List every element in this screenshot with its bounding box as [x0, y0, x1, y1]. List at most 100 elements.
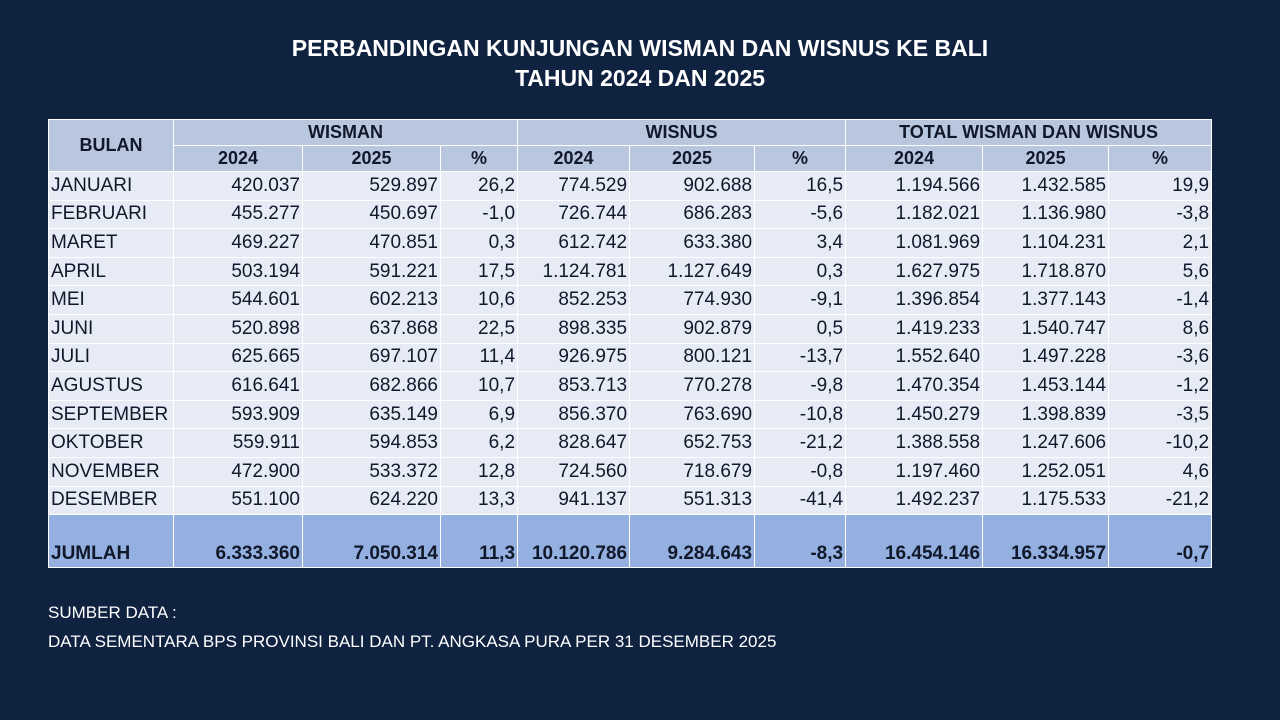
value-cell: 1.540.747 — [982, 313, 1110, 344]
value-cell: 686.283 — [629, 199, 756, 230]
value-cell: -9,8 — [754, 371, 847, 401]
month-cell: NOVEMBER — [48, 456, 174, 487]
source-label: SUMBER DATA : — [48, 603, 177, 622]
total-cell: -8,3 — [754, 514, 847, 569]
value-cell: -21,2 — [1108, 485, 1213, 516]
data-table: BULAN WISMAN WISNUS TOTAL WISMAN DAN WIS… — [48, 119, 1213, 569]
value-cell: 472.900 — [173, 456, 303, 487]
value-cell: 602.213 — [302, 285, 441, 315]
table-row: NOVEMBER 472.900 533.372 12,8 724.560 718.679… — [48, 456, 1213, 487]
value-cell: 450.697 — [302, 199, 441, 230]
value-cell: 12,8 — [439, 456, 519, 487]
value-cell: 3,4 — [754, 228, 847, 258]
value-cell: 616.641 — [173, 371, 303, 401]
group-header: TOTAL WISMAN DAN WISNUS — [845, 119, 1213, 146]
table-row: DESEMBER 551.100 624.220 13,3 941.137 551.313… — [48, 485, 1213, 516]
month-cell: JULI — [48, 342, 174, 373]
value-cell: 1.081.969 — [845, 228, 984, 258]
month-cell: MEI — [48, 285, 174, 315]
value-cell: 1.388.558 — [845, 428, 984, 458]
value-cell: -3,5 — [1108, 399, 1213, 430]
table-row: JULI 625.665 697.107 11,4 926.975 800.121 -13,… — [48, 342, 1213, 373]
value-cell: 941.137 — [517, 485, 631, 516]
total-cell: 16.334.957 — [982, 514, 1110, 569]
subheader-row: 2024 2025% 2024 2025% 2024 2025% — [49, 145, 1213, 172]
group-header: WISMAN — [172, 119, 519, 146]
total-cell: 7.050.314 — [302, 514, 441, 569]
value-cell: 0,3 — [439, 228, 519, 258]
month-cell: JANUARI — [48, 171, 174, 201]
value-cell: 559.911 — [173, 428, 303, 458]
total-label: JUMLAH — [48, 514, 174, 569]
value-cell: 625.665 — [173, 342, 303, 373]
value-cell: 1.492.237 — [845, 485, 984, 516]
value-cell: 1.497.228 — [982, 342, 1110, 373]
value-cell: 652.753 — [629, 428, 756, 458]
value-cell: 1.194.566 — [845, 171, 984, 201]
subheader-cell: 2024 — [845, 145, 984, 172]
table-row: MARET 469.227 470.851 0,3 612.742 633.380 3,4 1… — [48, 228, 1213, 258]
value-cell: 551.313 — [629, 485, 756, 516]
title: TAHUN 2024 DAN 2025 — [514, 65, 766, 91]
value-cell: 718.679 — [629, 456, 756, 487]
value-cell: 6,2 — [439, 428, 519, 458]
value-cell: 1.627.975 — [845, 256, 984, 287]
month-cell: JUNI — [48, 313, 174, 344]
value-cell: 774.930 — [629, 285, 756, 315]
value-cell: 682.866 — [302, 371, 441, 401]
subheader-cell: % — [439, 145, 519, 172]
value-cell: 902.879 — [629, 313, 756, 344]
table-row: SEPTEMBER 593.909 635.149 6,9 856.370 763.690… — [48, 399, 1213, 430]
table-body: JANUARI 420.037 529.897 26,2 774.529 902.688 1… — [48, 171, 1213, 516]
total-cell: -0,7 — [1108, 514, 1213, 569]
value-cell: -41,4 — [754, 485, 847, 516]
value-cell: 594.853 — [302, 428, 441, 458]
subheader-cell: 2024 — [173, 145, 303, 172]
table-row: MEI 544.601 602.213 10,6 852.253 774.930 -9,1 1… — [48, 285, 1213, 315]
value-cell: -0,8 — [754, 456, 847, 487]
value-cell: 26,2 — [439, 171, 519, 201]
value-cell: 0,3 — [754, 256, 847, 287]
value-cell: -13,7 — [754, 342, 847, 373]
total-cell: 11,3 — [439, 514, 519, 569]
value-cell: -1,0 — [439, 199, 519, 230]
value-cell: 10,6 — [439, 285, 519, 315]
value-cell: 6,9 — [439, 399, 519, 430]
value-cell: 697.107 — [302, 342, 441, 373]
value-cell: 926.975 — [517, 342, 631, 373]
header-cell: BULAN — [48, 119, 174, 172]
value-cell: 1.136.980 — [982, 199, 1110, 230]
value-cell: 800.121 — [629, 342, 756, 373]
total-cell: 9.284.643 — [629, 514, 756, 569]
value-cell: 1.718.870 — [982, 256, 1110, 287]
value-cell: -3,8 — [1108, 199, 1213, 230]
value-cell: -10,8 — [754, 399, 847, 430]
value-cell: 1.252.051 — [982, 456, 1110, 487]
value-cell: 637.868 — [302, 313, 441, 344]
value-cell: 551.100 — [173, 485, 303, 516]
total-cell: 10.120.786 — [517, 514, 631, 569]
value-cell: 902.688 — [629, 171, 756, 201]
month-cell: FEBRUARI — [48, 199, 174, 230]
value-cell: 1.419.233 — [845, 313, 984, 344]
value-cell: 591.221 — [302, 256, 441, 287]
value-cell: 19,9 — [1108, 171, 1213, 201]
total-cell: 16.454.146 — [845, 514, 984, 569]
value-cell: 1.127.649 — [629, 256, 756, 287]
value-cell: 544.601 — [173, 285, 303, 315]
subheader-cell: % — [1108, 145, 1213, 172]
value-cell: 1.175.533 — [982, 485, 1110, 516]
value-cell: 635.149 — [302, 399, 441, 430]
value-cell: 1.470.354 — [845, 371, 984, 401]
value-cell: -9,1 — [754, 285, 847, 315]
value-cell: 5,6 — [1108, 256, 1213, 287]
value-cell: 763.690 — [629, 399, 756, 430]
table-row: FEBRUARI 455.277 450.697 -1,0 726.744 686.283… — [48, 199, 1213, 230]
value-cell: 1.450.279 — [845, 399, 984, 430]
table-row: JANUARI 420.037 529.897 26,2 774.529 902.688 1… — [48, 171, 1213, 201]
total-cell: 6.333.360 — [173, 514, 303, 569]
value-cell: 726.744 — [517, 199, 631, 230]
value-cell: 4,6 — [1108, 456, 1213, 487]
value-cell: 10,7 — [439, 371, 519, 401]
